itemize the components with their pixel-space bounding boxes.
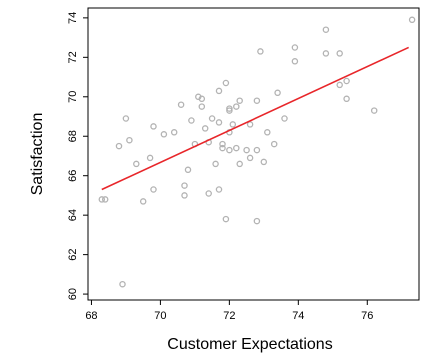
data-point bbox=[208, 115, 216, 122]
data-point bbox=[229, 121, 237, 128]
trendline-layer bbox=[101, 46, 409, 191]
y-axis: 60 62 64 66 68 70 72 74 bbox=[67, 12, 88, 300]
data-point bbox=[322, 50, 330, 57]
data-point bbox=[281, 115, 288, 122]
data-point bbox=[184, 166, 192, 174]
x-axis-title: Customer Expectations bbox=[167, 336, 332, 353]
y-tick-label: 60 bbox=[67, 288, 79, 300]
x-tick-label: 68 bbox=[85, 310, 97, 322]
x-tick-label: 70 bbox=[154, 310, 166, 322]
data-point bbox=[215, 186, 223, 193]
data-point bbox=[139, 198, 147, 205]
data-point bbox=[222, 79, 230, 87]
x-axis: 68 70 72 74 76 bbox=[85, 300, 373, 322]
data-point bbox=[343, 77, 350, 85]
data-point bbox=[115, 142, 123, 150]
data-point bbox=[236, 97, 243, 104]
data-point bbox=[343, 95, 350, 103]
data-point bbox=[274, 89, 281, 97]
data-point bbox=[219, 140, 226, 148]
data-point bbox=[246, 121, 254, 128]
data-point bbox=[119, 280, 126, 288]
data-point bbox=[181, 192, 188, 199]
data-point bbox=[198, 95, 206, 103]
data-point bbox=[226, 105, 233, 112]
data-point bbox=[150, 123, 157, 130]
data-point bbox=[198, 103, 206, 110]
data-point bbox=[212, 160, 219, 168]
data-point bbox=[222, 215, 230, 223]
data-point bbox=[98, 196, 106, 203]
data-point bbox=[146, 154, 154, 162]
data-point bbox=[181, 182, 188, 189]
data-point bbox=[408, 16, 416, 24]
data-point bbox=[243, 146, 250, 154]
data-point bbox=[257, 48, 264, 55]
data-point bbox=[177, 101, 185, 108]
data-point bbox=[101, 196, 109, 203]
data-point bbox=[170, 129, 178, 136]
x-tick-label: 74 bbox=[292, 310, 304, 322]
data-point bbox=[201, 125, 209, 132]
data-point bbox=[219, 144, 226, 152]
y-tick-label: 66 bbox=[67, 170, 79, 182]
data-point bbox=[336, 50, 343, 57]
data-point bbox=[122, 115, 130, 122]
y-tick-label: 72 bbox=[67, 51, 79, 63]
data-point bbox=[205, 190, 212, 197]
data-point bbox=[226, 107, 233, 114]
data-point bbox=[126, 136, 133, 144]
data-point bbox=[233, 144, 240, 152]
y-axis-title: Satisfaction bbox=[29, 113, 46, 196]
data-point bbox=[236, 160, 243, 168]
plot-frame bbox=[87, 7, 420, 301]
data-point bbox=[215, 119, 223, 126]
trendline bbox=[101, 46, 409, 191]
data-point bbox=[253, 97, 261, 104]
y-tick-label: 70 bbox=[67, 91, 79, 103]
data-point bbox=[188, 117, 195, 124]
data-point bbox=[370, 107, 378, 114]
data-point bbox=[322, 26, 330, 33]
y-tick-label: 68 bbox=[67, 130, 79, 142]
data-point bbox=[253, 217, 261, 225]
x-tick-label: 72 bbox=[223, 310, 235, 322]
data-point bbox=[233, 103, 240, 110]
data-point bbox=[246, 154, 254, 162]
y-tick-label: 62 bbox=[67, 248, 79, 260]
data-point bbox=[291, 58, 299, 65]
y-tick-label: 74 bbox=[67, 12, 79, 24]
data-point bbox=[264, 129, 271, 136]
data-point bbox=[270, 140, 278, 148]
data-point bbox=[291, 44, 299, 51]
data-point bbox=[336, 81, 343, 89]
data-point bbox=[150, 186, 157, 193]
data-point bbox=[253, 146, 261, 154]
x-tick-label: 76 bbox=[361, 310, 373, 322]
data-point bbox=[260, 158, 268, 166]
data-point bbox=[160, 131, 168, 138]
points-layer bbox=[98, 16, 416, 288]
data-point bbox=[215, 87, 223, 95]
data-point bbox=[133, 160, 140, 168]
y-tick-label: 64 bbox=[67, 209, 79, 221]
data-point bbox=[226, 146, 233, 154]
